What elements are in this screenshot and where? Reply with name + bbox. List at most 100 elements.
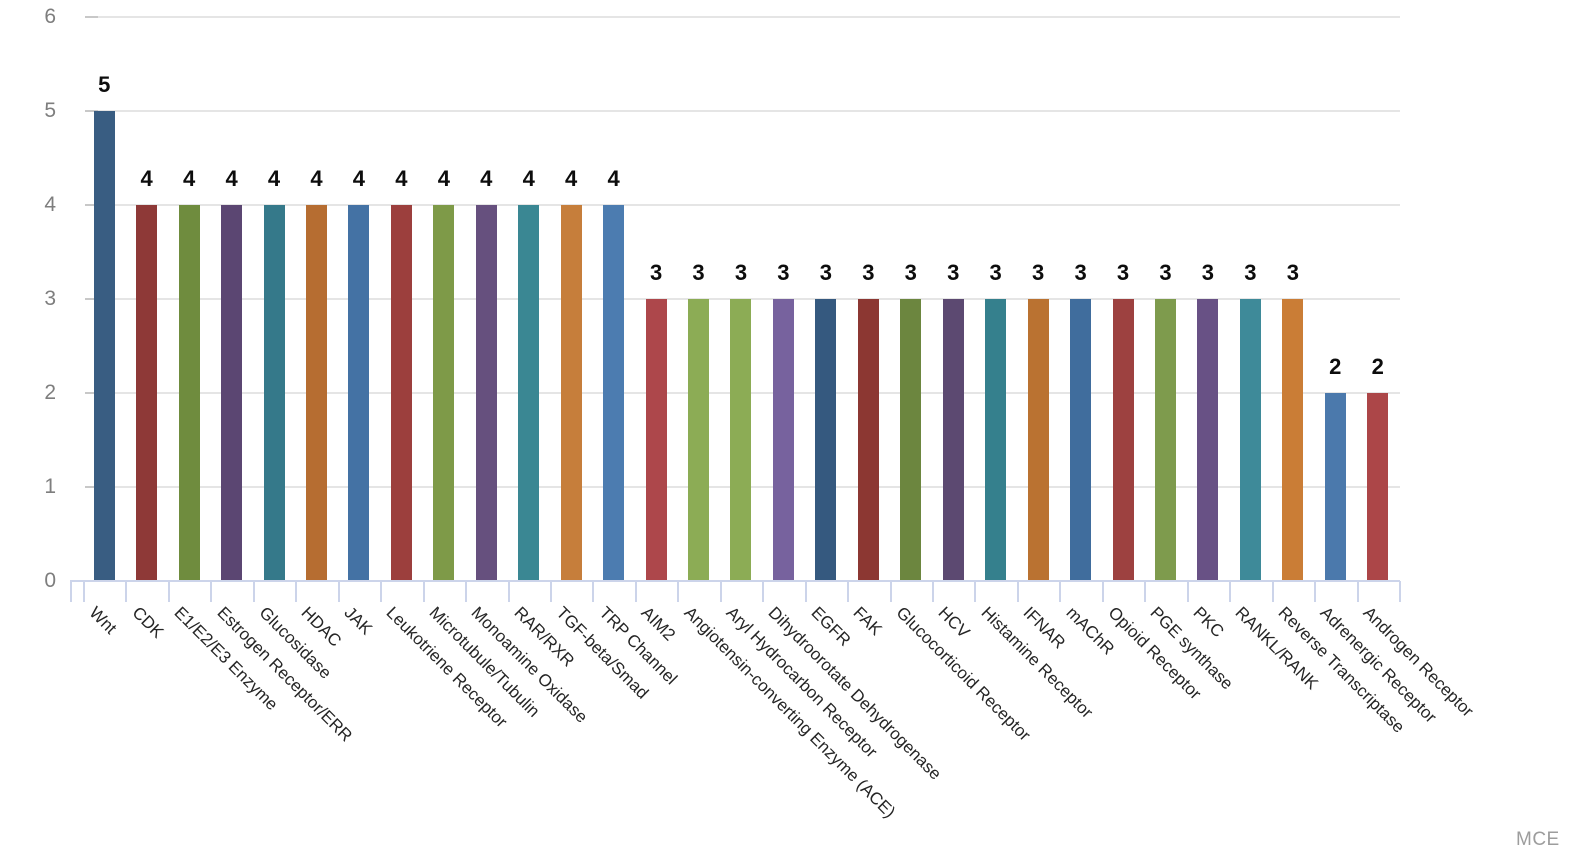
bar[interactable] [136, 205, 158, 581]
watermark: MCE [1516, 829, 1560, 850]
bar-value-label: 3 [1074, 260, 1087, 285]
x-axis-tick [847, 581, 850, 602]
x-axis-tick [465, 581, 468, 602]
bar-value-label: 4 [480, 166, 493, 191]
bar[interactable] [900, 299, 922, 581]
bar-value-label: 3 [904, 260, 917, 285]
x-axis-tick [1016, 581, 1019, 602]
bar[interactable] [645, 299, 667, 581]
bar[interactable] [178, 205, 200, 581]
bar[interactable] [1070, 299, 1092, 581]
category-label: HCV [934, 603, 974, 642]
bar-value-label: 3 [1032, 260, 1045, 285]
bar-value-label: 4 [225, 166, 238, 191]
bar-value-label: 3 [734, 260, 748, 285]
bar[interactable] [1324, 393, 1346, 581]
category-label: CDK [128, 603, 168, 642]
y-axis-tick [85, 110, 98, 112]
x-axis-tick [549, 581, 552, 602]
bar[interactable] [93, 111, 115, 581]
x-axis-tick [634, 581, 637, 602]
bar-value-label: 3 [947, 260, 960, 285]
bar-value-label: 4 [522, 166, 535, 191]
x-axis-tick [1144, 581, 1147, 602]
bar[interactable] [1282, 299, 1304, 581]
bar[interactable] [348, 205, 370, 581]
y-axis-tick [85, 392, 98, 394]
bar[interactable] [305, 205, 327, 581]
x-axis-tick [762, 581, 765, 602]
bar-value-label: 2 [1371, 354, 1384, 379]
bar-value-label: 3 [1201, 260, 1215, 285]
bar-value-label: 4 [607, 166, 620, 191]
bar[interactable] [433, 205, 455, 581]
y-axis-tick [85, 204, 98, 206]
x-axis-tick [422, 581, 425, 602]
bar[interactable] [1027, 299, 1049, 581]
y-axis-label: 3 [44, 287, 56, 310]
x-axis-tick [167, 581, 170, 602]
x-axis-tick [337, 581, 340, 602]
bar[interactable] [1367, 393, 1389, 581]
x-axis-tick [252, 581, 255, 602]
bar-value-label: 4 [310, 166, 323, 191]
x-axis-tick [974, 581, 977, 602]
x-axis-tick [677, 581, 680, 602]
x-axis-tick [295, 581, 298, 602]
x-axis-tick [83, 581, 85, 602]
gridline [85, 204, 1400, 206]
bar[interactable] [985, 299, 1007, 581]
bar-value-label: 4 [140, 166, 153, 191]
bar-value-label: 3 [692, 260, 705, 285]
x-axis-tick [932, 581, 934, 602]
bar-value-label: 3 [989, 260, 1002, 285]
category-label: FAK [849, 603, 887, 640]
bar[interactable] [390, 205, 412, 581]
x-axis-tick [1356, 581, 1359, 602]
bar[interactable] [518, 205, 540, 581]
bar[interactable] [815, 299, 837, 581]
x-axis-tick [889, 581, 892, 602]
bar[interactable] [942, 299, 964, 581]
bar-value-label: 4 [183, 166, 196, 191]
bar-value-label: 4 [267, 166, 281, 191]
bar-value-label: 4 [437, 166, 450, 191]
x-axis-tick [1398, 581, 1401, 602]
category-label: JAK [340, 603, 376, 639]
bar-value-label: 3 [819, 260, 832, 285]
x-axis-tick [125, 581, 128, 602]
gridline [85, 110, 1400, 112]
x-axis-tick [1186, 581, 1189, 602]
bar[interactable] [1197, 299, 1219, 581]
bar-value-label: 4 [352, 166, 366, 191]
bar[interactable] [1154, 299, 1176, 581]
bar[interactable] [221, 205, 243, 581]
bar[interactable] [475, 205, 497, 581]
bar[interactable] [730, 299, 752, 581]
bar[interactable] [263, 205, 285, 581]
bar[interactable] [560, 205, 582, 581]
bar[interactable] [603, 205, 625, 581]
bar[interactable] [688, 299, 710, 581]
bar-value-label: 3 [1244, 260, 1257, 285]
x-axis-tick [210, 581, 213, 602]
x-axis-tick [1101, 581, 1104, 602]
y-axis-label: 4 [44, 193, 56, 216]
bar-value-label: 3 [777, 260, 790, 285]
bar[interactable] [1112, 299, 1134, 581]
bar[interactable] [1239, 299, 1261, 581]
bar[interactable] [857, 299, 879, 581]
x-axis-tick [1229, 581, 1232, 602]
y-axis-label: 2 [44, 381, 56, 404]
x-axis-tick [1314, 581, 1317, 602]
bar-value-label: 3 [1116, 260, 1130, 285]
x-axis-tick [804, 581, 807, 602]
y-axis-tick [85, 16, 98, 18]
bar-value-label: 5 [98, 72, 111, 97]
x-axis-tick [507, 581, 510, 602]
bar-value-label: 3 [1286, 260, 1299, 285]
bar-value-label: 4 [565, 166, 578, 191]
bar[interactable] [772, 299, 794, 581]
y-axis-label: 0 [44, 569, 56, 592]
